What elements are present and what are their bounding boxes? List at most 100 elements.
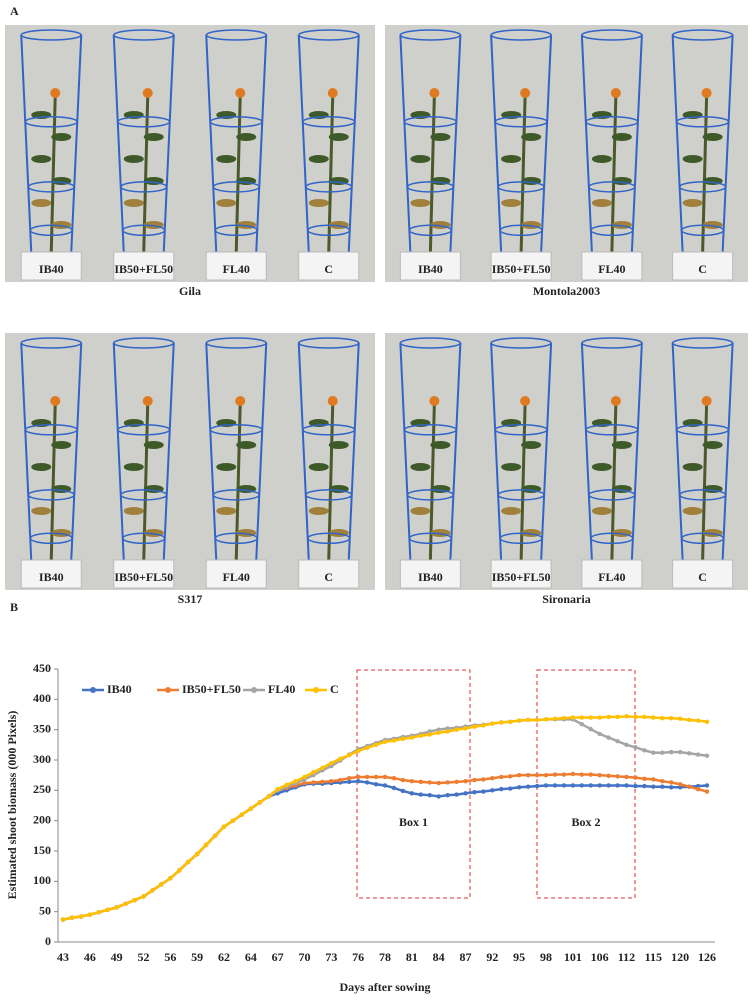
cage-ring [499,532,543,545]
cage-ring [494,424,548,436]
cage-ring [24,116,78,128]
data-point [695,786,701,792]
cage [297,34,310,253]
cage-ring [298,29,360,41]
leaf [591,507,612,515]
data-point [552,772,558,777]
data-point [704,753,710,758]
leaf [216,199,237,207]
cage-ring [113,337,175,349]
variety-label: S317 [178,592,203,606]
cage [630,342,643,561]
data-point [177,868,182,873]
cage-ring [585,116,639,128]
pot [399,251,461,281]
data-point [615,783,620,788]
data-point [454,792,459,797]
data-point [472,724,477,729]
pot [581,251,643,281]
leaf [702,133,723,141]
data-point [481,789,486,794]
leaf [410,463,431,471]
leaf [410,507,431,515]
data-point [391,785,397,791]
cage-ring [408,224,453,237]
data-point [570,715,576,720]
cage [399,342,412,561]
data-point [516,772,522,778]
y-tick-label: 150 [33,843,51,857]
data-point [651,784,656,789]
data-point [87,912,93,917]
legend-marker [90,687,96,693]
leaf [123,463,144,471]
data-point [499,774,504,780]
x-axis-label: Days after sowing [339,980,430,994]
y-tick-label: 200 [33,812,51,826]
cage [721,34,734,253]
cage-ring [590,532,634,545]
cage-ring [212,489,260,501]
pot-label: IB40 [418,262,443,276]
data-point [409,791,415,796]
data-point [329,779,334,784]
pot [205,251,267,281]
data-point [230,818,236,823]
leaf [143,133,164,141]
data-point [490,721,495,726]
cage-ring [406,181,455,193]
data-point [597,783,602,788]
series-line [62,779,708,921]
data-point [615,738,620,744]
x-tick-label: 112 [618,950,635,964]
cage-ring [403,116,458,128]
pot-label: IB50+FL50 [492,262,551,276]
pot-label: IB50+FL50 [492,570,551,584]
data-point [561,772,567,777]
flower [327,396,338,406]
data-point [454,727,459,732]
pot-label: IB40 [418,570,443,584]
x-tick-label: 49 [111,950,123,964]
photo [385,25,748,282]
data-point [320,779,325,785]
data-point [669,715,674,721]
data-point [588,783,593,788]
data-point [579,772,584,777]
data-point [373,774,379,780]
cage [205,342,218,561]
cage-ring [302,424,356,436]
data-point [642,714,647,720]
panel-label: A [10,4,19,18]
leaf [521,133,542,141]
leaf [521,441,542,449]
pot [113,559,175,589]
data-point [677,785,683,790]
data-point [293,779,298,784]
variety-label: Sironaria [542,592,590,606]
data-point [704,783,710,788]
data-point [355,748,361,754]
data-point [472,789,477,795]
x-tick-label: 81 [406,950,418,964]
leaf [31,155,52,163]
data-point [400,788,406,794]
data-point [642,776,647,782]
y-tick-label: 350 [33,721,51,735]
pot-label: IB40 [39,570,64,584]
cage-ring [298,337,360,349]
pot [298,251,360,281]
data-point [579,715,584,720]
pot [672,251,734,281]
data-point [686,784,692,789]
data-point [704,789,710,794]
data-point [686,751,692,756]
leaf [501,463,522,471]
data-point [418,779,423,785]
data-point [597,715,602,720]
data-point [579,783,584,788]
cage [347,342,360,561]
data-point [132,897,137,903]
cage-ring [307,532,351,545]
